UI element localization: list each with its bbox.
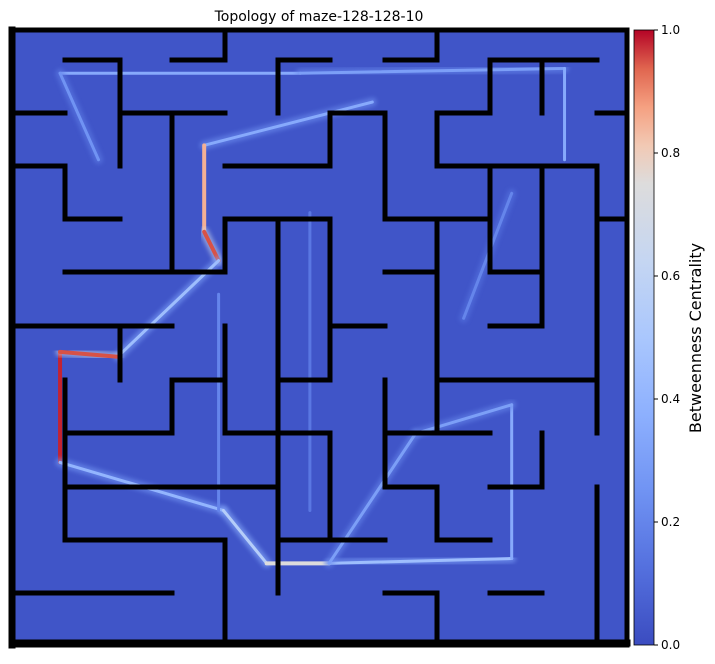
centrality-path <box>327 557 514 565</box>
centrality-path <box>414 403 514 436</box>
heatmap-background <box>12 30 627 645</box>
colorbar-tick-label: 1.0 <box>661 23 680 37</box>
centrality-path <box>202 229 221 263</box>
chart-title: Topology of maze-128-128-10 <box>214 9 424 25</box>
centrality-path <box>298 66 567 75</box>
colorbar-tick-label: 0.4 <box>661 392 680 406</box>
colorbar-tick-label: 0.0 <box>661 638 680 652</box>
maze-walls <box>8 26 631 649</box>
colorbar-tick-label: 0.2 <box>661 515 680 529</box>
centrality-path <box>202 100 374 147</box>
centrality-path <box>58 349 120 359</box>
centrality-path <box>116 259 221 359</box>
colorbar-ticks: 0.0 0.2 0.4 0.6 0.8 1.0 <box>654 23 680 652</box>
colorbar: 0.0 0.2 0.4 0.6 0.8 1.0 Betweenness Centralit… <box>633 23 705 652</box>
colorbar-label: Betweenness Centrality <box>686 243 705 433</box>
heatmap-plot <box>8 26 631 649</box>
centrality-path <box>221 508 269 565</box>
colorbar-tick-label: 0.6 <box>661 269 680 283</box>
centrality-paths <box>55 63 570 568</box>
centrality-path <box>58 71 100 162</box>
colorbar-gradient <box>633 29 655 646</box>
colorbar-tick-label: 0.8 <box>661 146 680 160</box>
